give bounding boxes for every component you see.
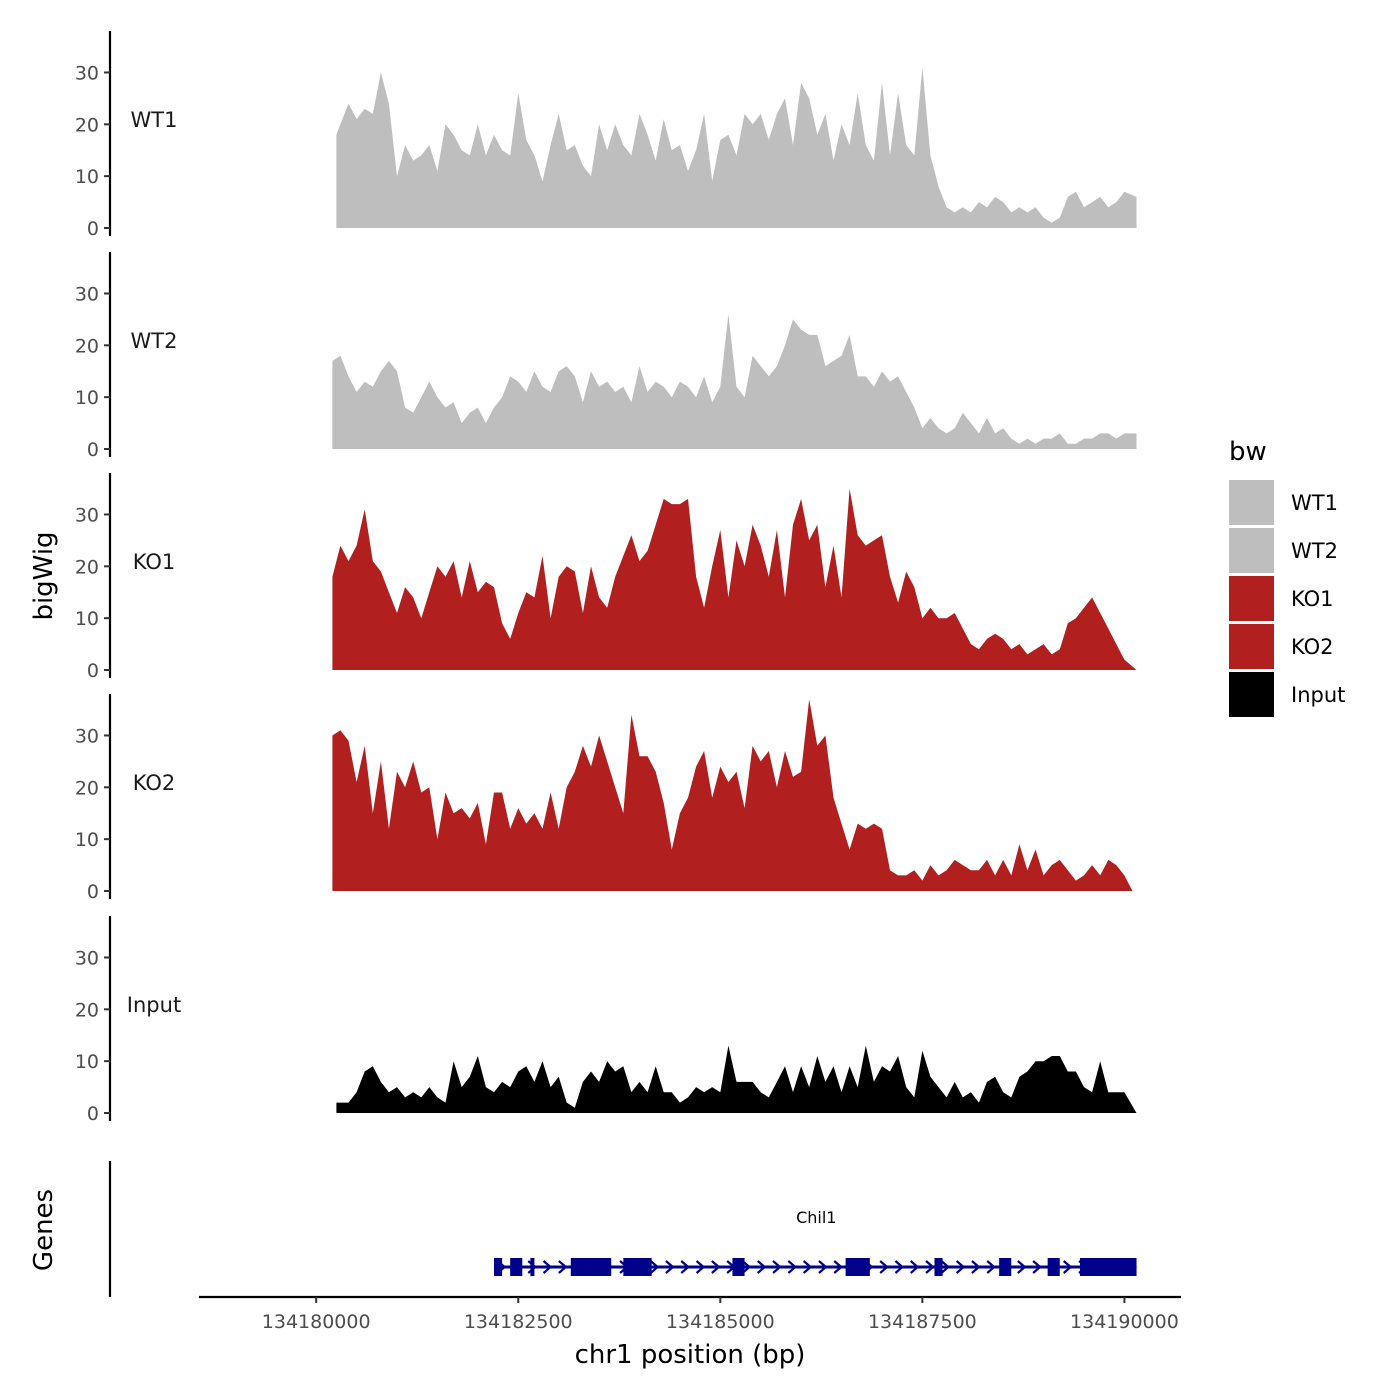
strand-arrow bbox=[802, 1260, 813, 1274]
y-tick-label: 10 bbox=[75, 387, 99, 409]
x-axis: 134180000 134182500 134185000 134187500 1341… bbox=[199, 1295, 1181, 1333]
x-tick-label: 134180000 bbox=[262, 1311, 371, 1333]
bigwig-tracks: 0 10 20 30 WT1 0 10 20 30 WT2 0 10 20 30 KO1 0 10 20 30 KO2… bbox=[75, 31, 1137, 1125]
strand-arrow bbox=[955, 1260, 966, 1274]
legend: bw WT1 WT2 KO1 KO2 Input bbox=[1229, 437, 1345, 717]
y-tick-label: 0 bbox=[87, 881, 99, 903]
legend-label: Input bbox=[1291, 683, 1345, 707]
strand-arrow bbox=[665, 1260, 675, 1274]
gene-name-label: Chil1 bbox=[796, 1208, 836, 1227]
track-label: Input bbox=[127, 993, 181, 1017]
y-tick-label: 0 bbox=[87, 439, 99, 461]
track-label: WT2 bbox=[131, 329, 178, 353]
genes-axis-title: Genes bbox=[29, 1189, 59, 1271]
x-tick-label: 134190000 bbox=[1070, 1311, 1179, 1333]
track-label: KO1 bbox=[133, 550, 176, 574]
y-tick-label: 0 bbox=[87, 660, 99, 682]
strand-arrow bbox=[925, 1260, 935, 1274]
legend-label: KO2 bbox=[1291, 635, 1334, 659]
legend-key-ko2 bbox=[1229, 624, 1274, 669]
x-tick-label: 134187500 bbox=[868, 1311, 977, 1333]
strand-arrow bbox=[680, 1260, 690, 1274]
strand-arrow bbox=[1032, 1260, 1042, 1274]
exon bbox=[510, 1258, 523, 1276]
legend-key-input bbox=[1229, 672, 1274, 717]
exon bbox=[999, 1258, 1012, 1276]
strand-arrow bbox=[649, 1260, 660, 1274]
y-tick-label: 20 bbox=[75, 777, 99, 799]
area-input bbox=[336, 1045, 1137, 1113]
x-tick-label: 134185000 bbox=[666, 1311, 775, 1333]
track-wt1: 0 10 20 30 WT1 bbox=[75, 31, 1137, 240]
track-label: KO2 bbox=[133, 771, 176, 795]
legend-label: WT2 bbox=[1291, 539, 1338, 563]
y-tick-label: 10 bbox=[75, 166, 99, 188]
track-wt2: 0 10 20 30 WT2 bbox=[75, 252, 1137, 461]
y-tick-label: 20 bbox=[75, 114, 99, 136]
legend-key-wt2 bbox=[1229, 528, 1274, 573]
exon bbox=[934, 1258, 943, 1276]
y-tick-label: 10 bbox=[75, 608, 99, 630]
strand-arrow bbox=[711, 1260, 721, 1274]
legend-key-ko1 bbox=[1229, 576, 1274, 621]
y-tick-label: 30 bbox=[75, 947, 99, 969]
strand-arrow bbox=[986, 1260, 996, 1274]
exon bbox=[732, 1258, 745, 1276]
strand-arrow bbox=[940, 1260, 951, 1274]
strand-arrow bbox=[894, 1260, 905, 1274]
exon bbox=[570, 1258, 591, 1276]
exon bbox=[494, 1258, 503, 1276]
strand-arrow bbox=[741, 1260, 752, 1274]
track-label: WT1 bbox=[131, 108, 178, 132]
y-tick-label: 20 bbox=[75, 335, 99, 357]
track-input: 0 10 20 30 Input bbox=[75, 916, 1137, 1125]
y-tick-label: 30 bbox=[75, 62, 99, 84]
y-tick-label: 0 bbox=[87, 1103, 99, 1125]
area-ko2 bbox=[332, 699, 1133, 891]
strand-arrow bbox=[910, 1260, 920, 1274]
strand-arrow bbox=[1017, 1260, 1027, 1274]
strand-arrow bbox=[558, 1260, 568, 1274]
y-tick-label: 30 bbox=[75, 725, 99, 747]
strand-arrow bbox=[542, 1260, 553, 1274]
area-wt2 bbox=[332, 314, 1137, 449]
x-axis-title: chr1 position (bp) bbox=[575, 1340, 806, 1370]
strand-arrow bbox=[879, 1260, 889, 1274]
exon bbox=[845, 1258, 870, 1276]
exon bbox=[1079, 1258, 1137, 1276]
y-tick-label: 10 bbox=[75, 829, 99, 851]
strand-arrow bbox=[971, 1260, 981, 1274]
strand-arrow bbox=[833, 1260, 843, 1274]
exon bbox=[623, 1258, 652, 1276]
strand-arrow bbox=[787, 1260, 798, 1274]
y-tick-label: 20 bbox=[75, 999, 99, 1021]
y-tick-label: 30 bbox=[75, 504, 99, 526]
strand-arrow bbox=[695, 1260, 706, 1274]
strand-arrow bbox=[818, 1260, 828, 1274]
y-tick-label: 30 bbox=[75, 283, 99, 305]
track-ko2: 0 10 20 30 KO2 bbox=[75, 694, 1133, 903]
y-tick-label: 10 bbox=[75, 1051, 99, 1073]
exon bbox=[1047, 1258, 1060, 1276]
track-ko1: 0 10 20 30 KO1 bbox=[75, 473, 1137, 682]
gene-panel: Chil1 bbox=[108, 1161, 1137, 1297]
strand-arrow bbox=[772, 1260, 782, 1274]
exon bbox=[530, 1258, 535, 1276]
exon bbox=[590, 1258, 612, 1276]
strand-arrow bbox=[757, 1260, 767, 1274]
x-tick-label: 134182500 bbox=[464, 1311, 573, 1333]
y-axis-title: bigWig bbox=[29, 531, 59, 620]
y-tick-label: 20 bbox=[75, 556, 99, 578]
y-tick-label: 0 bbox=[87, 218, 99, 240]
area-ko1 bbox=[332, 488, 1137, 670]
legend-label: WT1 bbox=[1291, 491, 1338, 515]
area-wt1 bbox=[336, 67, 1137, 228]
strand-arrow bbox=[1062, 1260, 1073, 1274]
legend-key-wt1 bbox=[1229, 480, 1274, 525]
legend-title: bw bbox=[1229, 437, 1267, 467]
legend-label: KO1 bbox=[1291, 587, 1334, 611]
